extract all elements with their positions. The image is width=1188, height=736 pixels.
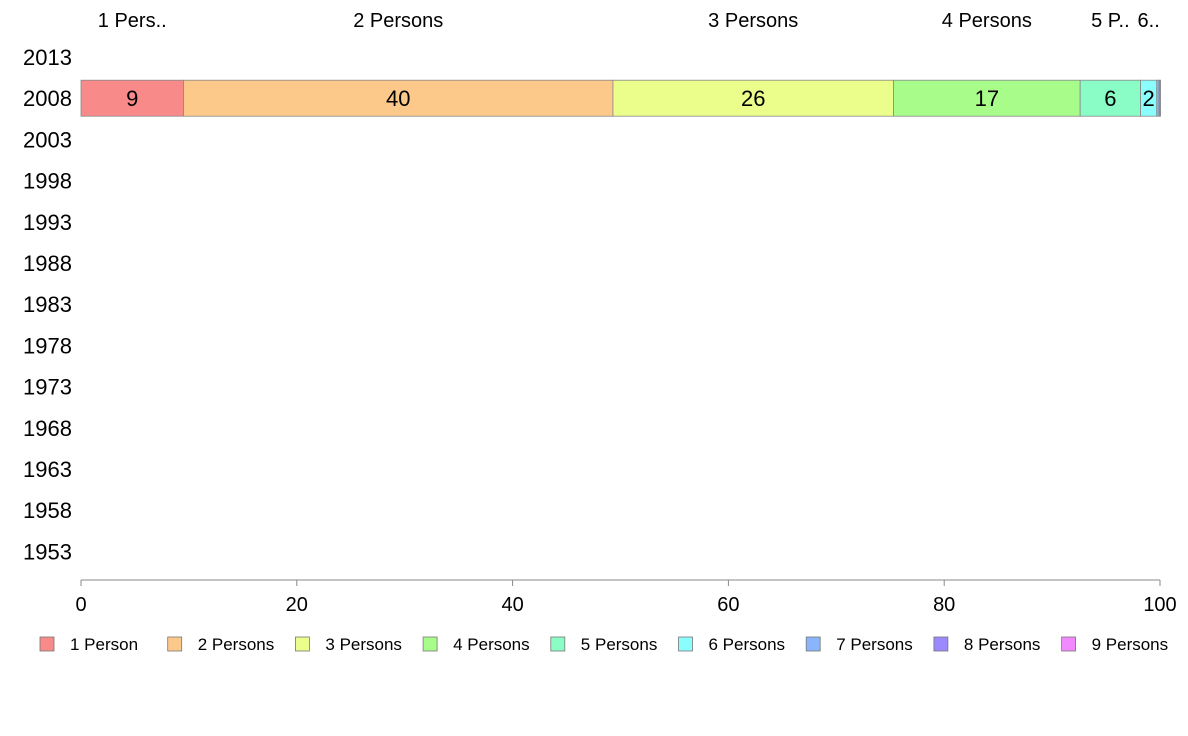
legend-label-3: 3 Persons (325, 635, 402, 654)
bar-segment-5 (1079, 79, 1141, 117)
y-tick-label-1968: 1968 (23, 416, 72, 441)
y-axis-tick-labels: 2013 2008 2003 1998 1993 1988 1983 1978 1973 1968… (23, 45, 72, 564)
legend-label-8: 8 Persons (964, 635, 1041, 654)
legend-label-9: 9 Persons (1092, 635, 1169, 654)
bar-data-labels: 9 40 26 17 6 2 (126, 86, 1155, 111)
data-label-5: 6 (1104, 86, 1116, 111)
legend-swatch-8 (933, 636, 949, 652)
y-tick-label-1958: 1958 (23, 498, 72, 523)
top-label-3: 3 Persons (708, 10, 798, 32)
x-tick-label-60: 60 (717, 594, 739, 616)
legend-label-2: 2 Persons (198, 635, 275, 654)
legend-swatch-2 (167, 636, 183, 652)
top-label-4: 4 Persons (942, 10, 1032, 32)
data-label-3: 26 (741, 86, 765, 111)
y-tick-label-1978: 1978 (23, 333, 72, 358)
y-tick-label-1983: 1983 (23, 292, 72, 317)
top-label-5: 5 P.. (1091, 10, 1130, 32)
legend-label-5: 5 Persons (581, 635, 658, 654)
y-tick-label-2013: 2013 (23, 45, 72, 70)
y-tick-label-1988: 1988 (23, 251, 72, 276)
bars (80, 79, 1161, 117)
y-tick-label-2003: 2003 (23, 127, 72, 152)
x-axis: 0 20 40 60 80 100 (75, 579, 1177, 616)
legend-label-4: 4 Persons (453, 635, 530, 654)
legend-label-7: 7 Persons (836, 635, 913, 654)
x-tick-label-40: 40 (501, 594, 523, 616)
bar-segment-1 (80, 79, 184, 117)
data-label-2: 40 (386, 86, 410, 111)
data-label-1: 9 (126, 86, 138, 111)
legend-swatch-7 (805, 636, 821, 652)
legend-swatch-1 (39, 636, 55, 652)
bar-segment-2 (183, 79, 614, 117)
top-label-6: 6.. (1138, 10, 1160, 32)
legend-swatch-5 (550, 636, 566, 652)
x-tick-label-100: 100 (1143, 594, 1176, 616)
y-tick-label-1993: 1993 (23, 210, 72, 235)
top-label-2: 2 Persons (353, 10, 443, 32)
y-tick-label-1973: 1973 (23, 375, 72, 400)
top-category-labels: 1 Pers.. 2 Persons 3 Persons 4 Persons 5 P..… (98, 10, 1160, 32)
legend-label-6: 6 Persons (709, 635, 786, 654)
bar-segment-9 (1159, 79, 1161, 117)
legend-swatch-3 (294, 636, 310, 652)
legend: 1 Person 2 Persons 3 Persons 4 Persons 5 Per… (39, 635, 1169, 654)
legend-swatch-6 (678, 636, 693, 652)
legend-swatch-4 (422, 636, 438, 652)
bar-segment-3 (612, 79, 894, 117)
y-tick-label-1953: 1953 (23, 539, 72, 564)
bar-segment-4 (893, 79, 1081, 117)
x-tick-label-20: 20 (286, 594, 308, 616)
y-tick-label-2008: 2008 (23, 86, 72, 111)
y-tick-label-1963: 1963 (23, 457, 72, 482)
legend-label-1: 1 Person (70, 635, 138, 654)
x-tick-label-80: 80 (933, 594, 955, 616)
data-label-4: 17 (975, 86, 999, 111)
top-label-1: 1 Pers.. (98, 10, 167, 32)
legend-swatch-9 (1061, 636, 1076, 652)
x-tick-label-0: 0 (75, 594, 86, 616)
data-label-6: 2 (1143, 86, 1155, 111)
y-tick-label-1998: 1998 (23, 169, 72, 194)
